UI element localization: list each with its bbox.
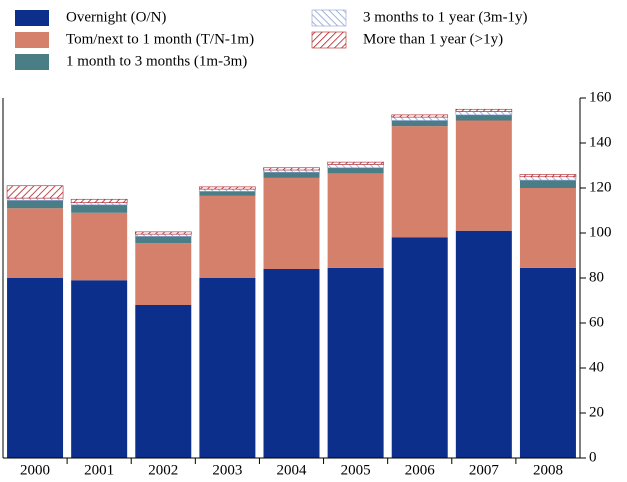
bar-segment xyxy=(199,195,256,278)
bar-segment xyxy=(391,237,448,458)
bar-segment xyxy=(327,267,384,458)
bar-segment xyxy=(263,177,320,269)
y-tick-label: 20 xyxy=(589,404,604,420)
y-tick-label: 120 xyxy=(589,179,612,195)
bar-segment xyxy=(263,172,320,178)
y-tick-label: 140 xyxy=(589,134,612,150)
legend-swatch xyxy=(15,10,49,26)
y-tick-label: 0 xyxy=(589,449,597,465)
bar-segment xyxy=(263,269,320,458)
bar-segment xyxy=(7,200,64,209)
bar-segment xyxy=(519,188,576,268)
bar-segment xyxy=(391,126,448,238)
y-tick-label: 60 xyxy=(589,314,604,330)
x-tick-label: 2000 xyxy=(20,462,50,478)
bar-segment xyxy=(263,167,320,171)
bar-segment xyxy=(327,167,384,174)
bar-segment xyxy=(71,212,128,281)
bar-segment xyxy=(134,231,192,235)
bar-segment xyxy=(70,198,128,203)
bar-segment xyxy=(71,280,128,458)
x-tick-label: 2002 xyxy=(148,462,178,478)
y-tick-label: 160 xyxy=(589,89,612,105)
bar-segment xyxy=(391,116,449,121)
bar-segment xyxy=(327,161,384,165)
legend-swatch xyxy=(15,32,49,48)
bar-segment xyxy=(455,120,512,231)
legend-swatch xyxy=(311,9,347,27)
bar-segment xyxy=(135,305,192,458)
bar-segment xyxy=(391,114,449,118)
legend-label: More than 1 year (>1y) xyxy=(363,31,503,47)
bar-segment xyxy=(7,208,64,278)
legend-label: Tom/next to 1 month (T/N-1m) xyxy=(66,31,254,47)
legend-label: Overnight (O/N) xyxy=(66,9,166,25)
bar-segment xyxy=(135,236,192,244)
bar-segment xyxy=(70,202,128,206)
bar-segment xyxy=(6,197,64,201)
x-tick-label: 2001 xyxy=(84,462,114,478)
bar-segment xyxy=(519,267,576,458)
x-tick-label: 2007 xyxy=(469,462,500,478)
legend-label: 1 month to 3 months (1m-3m) xyxy=(66,53,247,69)
bar-segment xyxy=(455,111,513,116)
x-tick-label: 2004 xyxy=(277,462,308,478)
bar-segment xyxy=(263,169,320,173)
bar-segment xyxy=(519,174,577,178)
x-tick-label: 2005 xyxy=(341,462,371,478)
bar-segment xyxy=(391,120,448,127)
bar-segment xyxy=(327,164,384,169)
bar-segment xyxy=(7,278,64,458)
bar-segment xyxy=(455,108,513,112)
bar-segment xyxy=(199,188,256,192)
bar-segment xyxy=(6,185,64,199)
bar-segment xyxy=(71,204,128,213)
bar-segment xyxy=(519,176,577,181)
bar-segment xyxy=(199,186,256,190)
bar-segment xyxy=(455,114,512,121)
x-tick-label: 2003 xyxy=(212,462,242,478)
bar-segment xyxy=(135,243,192,305)
legend-swatch xyxy=(311,31,347,49)
bar-segment xyxy=(519,180,576,188)
y-tick-label: 40 xyxy=(589,359,604,375)
y-tick-label: 100 xyxy=(589,224,612,240)
bar-segment xyxy=(199,191,256,196)
legend-label: 3 months to 1 year (3m-1y) xyxy=(363,9,528,25)
y-tick-label: 80 xyxy=(589,269,604,285)
bar-segment xyxy=(199,278,256,458)
bar-segment xyxy=(327,173,384,268)
bar-segment xyxy=(134,233,192,237)
x-tick-label: 2008 xyxy=(533,462,563,478)
bar-segment xyxy=(455,230,512,458)
legend-swatch xyxy=(15,54,49,70)
x-tick-label: 2006 xyxy=(405,462,436,478)
